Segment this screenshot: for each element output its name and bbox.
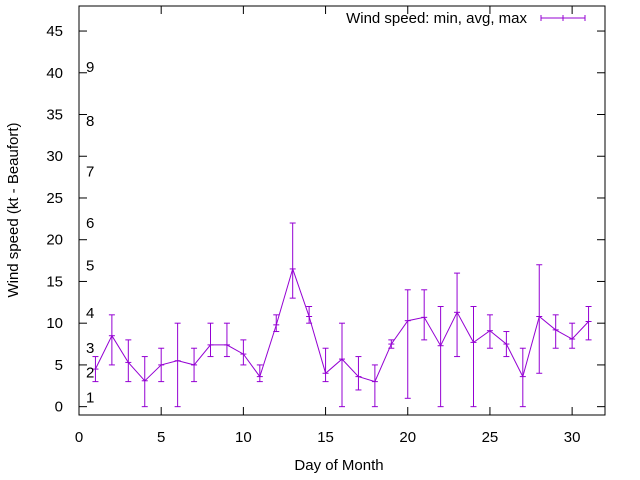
error-bar — [503, 331, 510, 358]
x-tick-label: 20 — [399, 429, 416, 446]
error-bar — [536, 264, 543, 374]
y-tick-label: 30 — [46, 148, 63, 165]
y-tick-label: 35 — [46, 107, 63, 124]
legend-key — [540, 15, 586, 21]
error-bar — [339, 322, 345, 408]
error-bar — [174, 322, 181, 408]
error-bar — [388, 339, 395, 349]
legend: Wind speed: min, avg, max — [346, 10, 586, 27]
error-bar — [585, 305, 592, 341]
beaufort-label: 1 — [86, 389, 94, 406]
error-bar — [569, 322, 576, 349]
error-bar — [108, 314, 115, 366]
error-bar — [470, 305, 477, 408]
x-tick-labels: 0 5 10 15 20 25 30 — [75, 429, 581, 446]
series-wind-speed — [92, 222, 592, 408]
y-tick-label: 45 — [46, 23, 63, 40]
error-bar — [240, 339, 247, 366]
error-bar — [306, 305, 313, 324]
error-bar — [158, 347, 165, 383]
legend-label: Wind speed: min, avg, max — [346, 10, 527, 27]
beaufort-label: 5 — [86, 258, 94, 275]
error-bar — [256, 364, 263, 383]
y-tick-label: 0 — [55, 399, 63, 416]
beaufort-label: 3 — [86, 340, 94, 357]
error-bar — [404, 289, 411, 399]
error-bar — [125, 339, 132, 383]
tick-marks — [78, 6, 605, 415]
beaufort-label: 4 — [86, 305, 94, 322]
y-tick-label: 15 — [46, 273, 63, 290]
x-tick-label: 15 — [317, 429, 334, 446]
error-bar — [519, 347, 526, 408]
y-axis-label: Wind speed (kt - Beaufort) — [5, 122, 22, 297]
plot-frame — [78, 5, 606, 416]
beaufort-label: 2 — [86, 364, 94, 381]
error-bar — [552, 314, 559, 349]
x-tick-label: 25 — [482, 429, 499, 446]
y-tick-label: 25 — [46, 190, 63, 207]
y-tick-label: 20 — [46, 232, 63, 249]
beaufort-label: 9 — [86, 59, 94, 76]
error-bar — [371, 364, 378, 408]
error-bar — [141, 356, 148, 408]
y-tick-label: 10 — [46, 315, 63, 332]
error-bar — [486, 314, 493, 349]
x-tick-label: 10 — [235, 429, 252, 446]
error-bar — [454, 272, 461, 358]
beaufort-label: 8 — [86, 113, 94, 130]
error-bar — [223, 322, 230, 358]
error-bar — [92, 356, 99, 383]
y-tick-labels: 0 5 10 15 20 25 30 35 40 45 — [46, 23, 63, 416]
beaufort-label: 7 — [86, 163, 94, 180]
x-tick-label: 5 — [157, 429, 165, 446]
beaufort-label: 6 — [86, 215, 94, 232]
beaufort-scale-labels: 1 2 3 4 5 6 7 8 9 — [86, 59, 94, 407]
error-bar — [191, 347, 198, 383]
error-bar — [207, 322, 214, 358]
error-bar — [289, 222, 296, 299]
error-bar — [355, 356, 362, 391]
x-tick-label: 0 — [75, 429, 83, 446]
y-tick-label: 40 — [46, 65, 63, 82]
x-axis-label: Day of Month — [294, 457, 383, 474]
error-bar — [273, 314, 280, 333]
error-bar — [322, 347, 329, 383]
error-bar — [421, 289, 428, 341]
x-tick-label: 30 — [564, 429, 581, 446]
y-tick-label: 5 — [55, 357, 63, 374]
error-bar — [437, 305, 444, 408]
